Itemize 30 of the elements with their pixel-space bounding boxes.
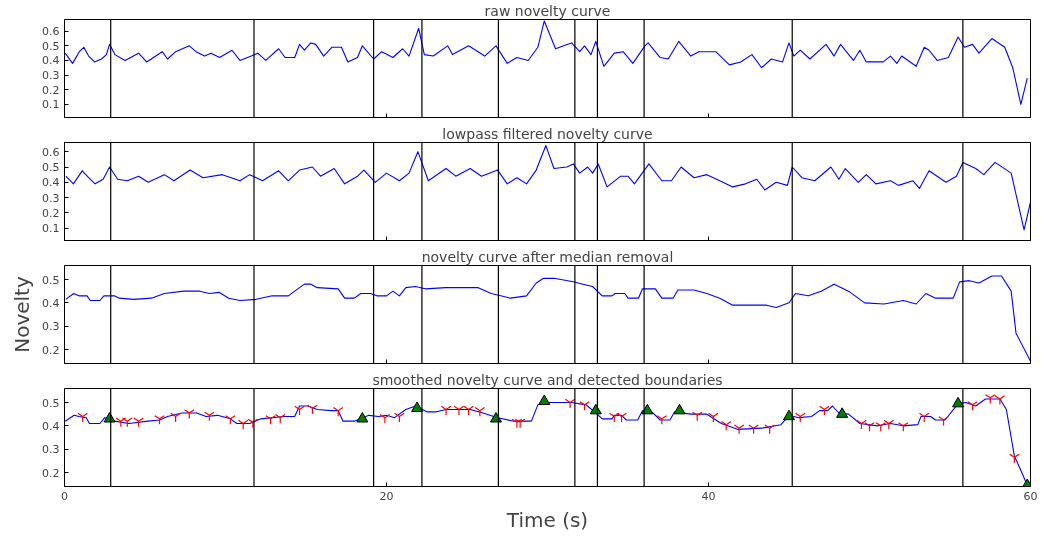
- y-tick-label: 0.2: [42, 83, 60, 97]
- y-tick-label: 0.4: [42, 296, 60, 310]
- y-tick-label: 0.5: [42, 161, 60, 174]
- chart-title: smoothed novelty curve and detected boundaries: [372, 372, 723, 388]
- x-tick-label: 20: [379, 489, 394, 503]
- y-tick-label: 0.1: [42, 222, 60, 236]
- y-tick-label: 0.4: [42, 176, 60, 190]
- y-tick-label: 0.3: [42, 443, 60, 457]
- y-tick-label: 0.4: [42, 419, 60, 433]
- y-tick-label: 0.3: [42, 69, 60, 83]
- y-tick-label: 0.5: [42, 396, 60, 410]
- y-tick-label: 0.5: [42, 273, 60, 287]
- x-axis-title: Time (s): [505, 507, 589, 532]
- y-tick-label: 0.3: [42, 320, 60, 334]
- chart-title: lowpass filtered novelty curve: [442, 126, 653, 142]
- y-tick-label: 0.6: [42, 25, 60, 39]
- y-tick-label: 0.2: [42, 343, 60, 357]
- x-tick-label: 40: [701, 489, 716, 503]
- y-tick-label: 0.2: [42, 206, 60, 220]
- y-axis-title: Novelty: [10, 276, 35, 353]
- y-tick-label: 0.2: [42, 466, 60, 480]
- chart-title: novelty curve after median removal: [421, 249, 674, 265]
- y-tick-label: 0.6: [42, 145, 60, 159]
- y-tick-label: 0.3: [42, 191, 60, 205]
- x-tick-label: 0: [61, 489, 68, 503]
- y-tick-label: 0.1: [42, 98, 60, 112]
- y-tick-label: 0.4: [42, 54, 60, 68]
- x-tick-label: 60: [1023, 489, 1038, 503]
- y-tick-label: 0.5: [42, 39, 60, 53]
- chart-title: raw novelty curve: [484, 3, 611, 19]
